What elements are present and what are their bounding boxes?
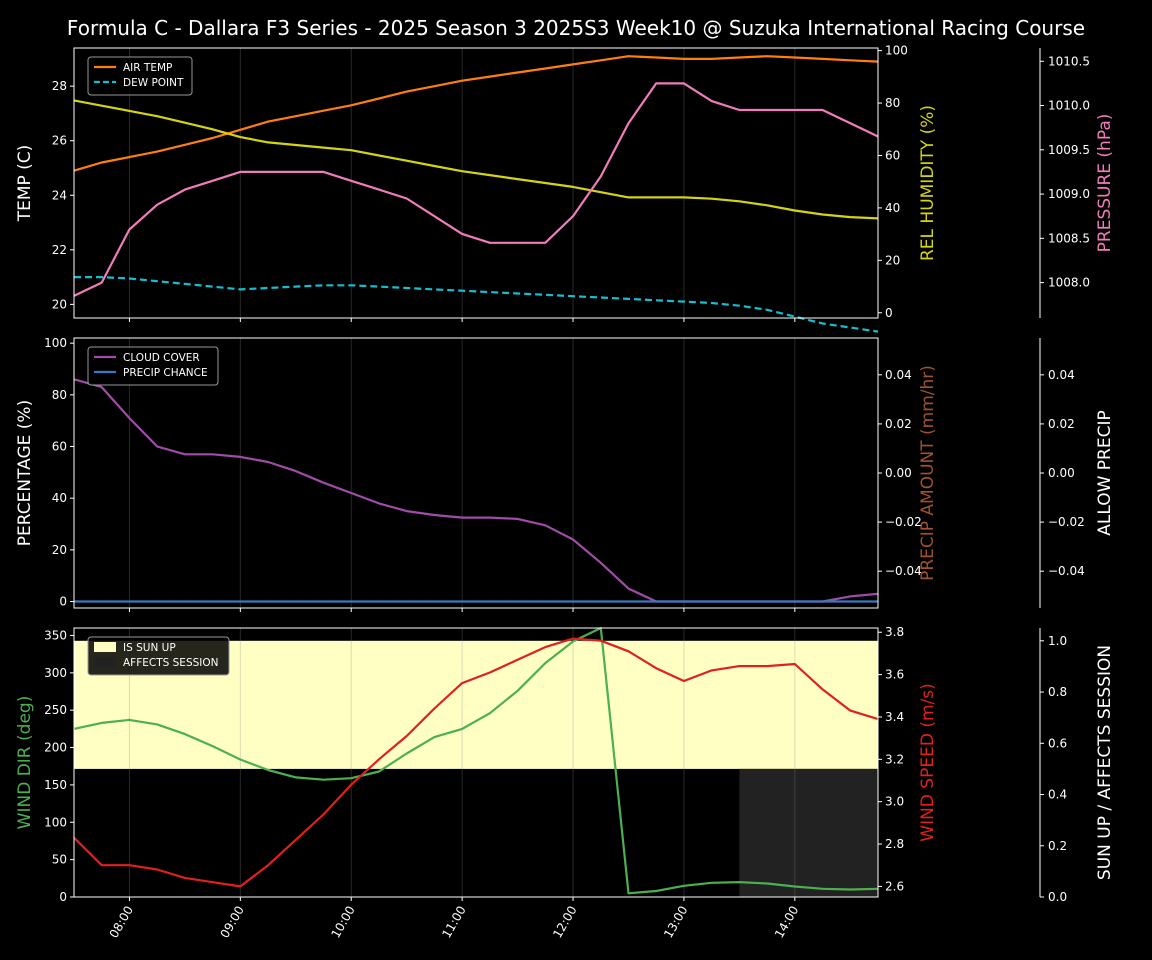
series-pressure	[73, 82, 879, 297]
legend-label: IS SUN UP	[123, 642, 176, 654]
panel-precipitation: 0 20 40 60 80 100 −0.04 −0.02 0.00 0.02 0.04 −0.04 −…	[15, 336, 1115, 612]
right-tick-label: 2.6	[885, 879, 904, 893]
right-tick-label: 0.00	[885, 466, 912, 480]
left-tick-label: 250	[44, 703, 67, 717]
plot-frame	[73, 627, 879, 898]
third-axis-label: SUN UP / AFFECTS SESSION	[1095, 645, 1115, 880]
left-tick-label: 0	[59, 890, 67, 904]
left-axis-label: TEMP (C)	[15, 145, 35, 223]
third-tick-label: 1009.0	[1048, 187, 1090, 201]
right-tick-label: −0.02	[885, 515, 922, 529]
plot-frame	[73, 47, 879, 319]
right-tick-label: 60	[885, 148, 900, 162]
third-tick-label: 1.0	[1048, 634, 1067, 648]
right-tick-label: 3.2	[885, 752, 904, 766]
right-axis-label: PRECIP AMOUNT (mm/hr)	[918, 365, 938, 581]
left-tick-label: 150	[44, 778, 67, 792]
series-rel-humidity	[73, 99, 879, 220]
left-tick-label: 26	[52, 134, 67, 148]
right-tick-label: 3.6	[885, 668, 904, 682]
third-tick-label: −0.04	[1048, 564, 1085, 578]
third-tick-label: 1009.5	[1048, 143, 1090, 157]
right-axis-label: REL HUMIDITY (%)	[918, 105, 938, 261]
left-tick-label: 20	[52, 297, 67, 311]
third-tick-label: 0.0	[1048, 890, 1067, 904]
legend: AIR TEMP DEW POINT	[87, 56, 193, 96]
right-tick-label: 3.8	[885, 625, 904, 639]
right-tick-label: −0.04	[885, 564, 922, 578]
third-tick-label: 0.04	[1048, 368, 1075, 382]
right-tick-label: 0	[885, 306, 893, 320]
left-tick-label: 80	[52, 388, 67, 402]
left-tick-label: 350	[44, 628, 67, 642]
legend-swatch	[94, 657, 116, 667]
left-tick-label: 20	[52, 543, 67, 557]
third-tick-label: 0.2	[1048, 839, 1067, 853]
third-tick-label: −0.02	[1048, 515, 1085, 529]
chart-title: Formula C - Dallara F3 Series - 2025 Sea…	[67, 16, 1085, 40]
right-tick-label: 0.02	[885, 417, 912, 431]
right-tick-label: 80	[885, 96, 900, 110]
left-tick-label: 60	[52, 440, 67, 454]
left-tick-label: 50	[52, 853, 67, 867]
left-tick-label: 300	[44, 666, 67, 680]
left-tick-label: 22	[52, 243, 67, 257]
third-tick-label: 0.8	[1048, 685, 1067, 699]
series-wind-dir	[73, 626, 879, 895]
legend: IS SUN UP AFFECTS SESSION	[87, 636, 230, 676]
left-tick-label: 40	[52, 491, 67, 505]
right-tick-label: 40	[885, 201, 900, 215]
left-tick-label: 100	[44, 336, 67, 350]
band-affects-session	[739, 768, 878, 897]
legend-box	[87, 636, 230, 676]
right-tick-label: 20	[885, 253, 900, 267]
third-tick-label: 0.02	[1048, 417, 1075, 431]
third-tick-label: 1008.0	[1048, 276, 1090, 290]
right-tick-label: 100	[885, 44, 908, 58]
left-axis-label: WIND DIR (deg)	[15, 696, 35, 830]
series-air-temp	[73, 55, 879, 172]
third-tick-label: 1010.5	[1048, 54, 1090, 68]
legend-label: PRECIP CHANCE	[123, 367, 208, 379]
series-dew-point	[74, 276, 879, 333]
third-tick-label: 1008.5	[1048, 231, 1090, 245]
legend-box	[87, 346, 219, 386]
legend-label: DEW POINT	[123, 77, 184, 89]
right-tick-label: 2.8	[885, 837, 904, 851]
legend-label: AIR TEMP	[123, 62, 172, 74]
left-tick-label: 100	[44, 815, 67, 829]
legend-swatch	[94, 642, 116, 652]
right-tick-label: 3.4	[885, 710, 904, 724]
right-tick-label: 3.0	[885, 795, 904, 809]
third-tick-label: 1010.0	[1048, 99, 1090, 113]
legend: CLOUD COVER PRECIP CHANCE	[87, 346, 219, 386]
left-tick-label: 200	[44, 741, 67, 755]
third-tick-label: 0.6	[1048, 736, 1067, 750]
third-axis-label: ALLOW PRECIP	[1095, 410, 1115, 536]
right-axis-label: WIND SPEED (m/s)	[918, 683, 938, 841]
left-tick-label: 0	[59, 595, 67, 609]
right-tick-label: 0.04	[885, 368, 912, 382]
panel-temperature: 20 22 24 26 28 0 20 40 60 80 100 1008.0 1008.5 1009.0…	[15, 44, 1115, 333]
third-tick-label: 0.4	[1048, 788, 1067, 802]
series-wind-speed	[73, 637, 879, 888]
third-axis-label: PRESSURE (hPa)	[1095, 114, 1115, 253]
left-tick-label: 28	[52, 79, 67, 93]
left-axis-label: PERCENTAGE (%)	[15, 400, 35, 546]
left-tick-label: 24	[52, 188, 67, 202]
legend-label: CLOUD COVER	[123, 352, 200, 364]
third-tick-label: 0.00	[1048, 466, 1075, 480]
legend-label: AFFECTS SESSION	[123, 657, 219, 669]
